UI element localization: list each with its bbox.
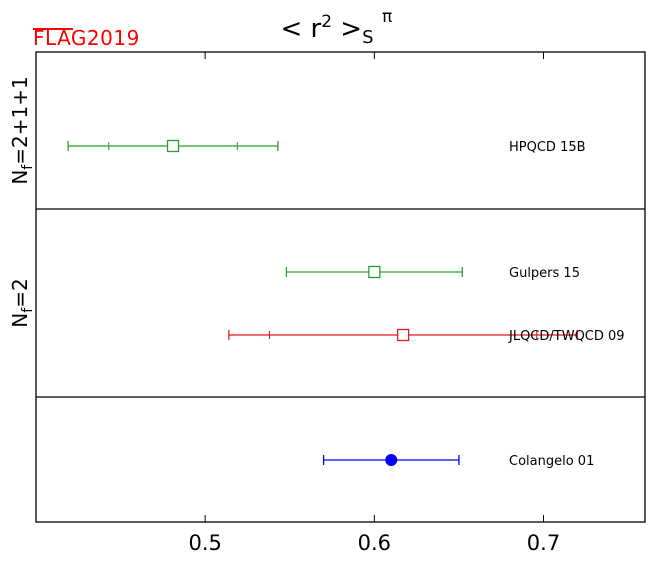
data-point — [368, 265, 381, 279]
panel-label: Nf=2+1+1 — [8, 76, 36, 184]
x-tick-label: 0.5 — [188, 531, 221, 555]
point-label: Colangelo 01 — [509, 454, 594, 469]
plot-frame — [35, 51, 646, 523]
point-label: Gulpers 15 — [509, 266, 580, 281]
panel-label: Nf=2 — [8, 278, 36, 327]
flag-logo-overline — [33, 28, 73, 30]
data-point — [166, 139, 180, 153]
point-label: JLQCD/TWQCD 09 — [508, 329, 625, 344]
chart-title: < r2 >S — [280, 12, 373, 48]
x-tick-label: 0.6 — [358, 531, 391, 555]
flag-logo: FLAG2019 — [33, 26, 140, 50]
data-point — [396, 328, 410, 342]
point-label: HPQCD 15B — [509, 140, 586, 155]
chart-title-superscript: π — [382, 7, 392, 27]
x-tick-label: 0.7 — [527, 531, 560, 555]
flag-logo-text: FLAG2019 — [33, 26, 140, 50]
data-point — [385, 454, 398, 466]
